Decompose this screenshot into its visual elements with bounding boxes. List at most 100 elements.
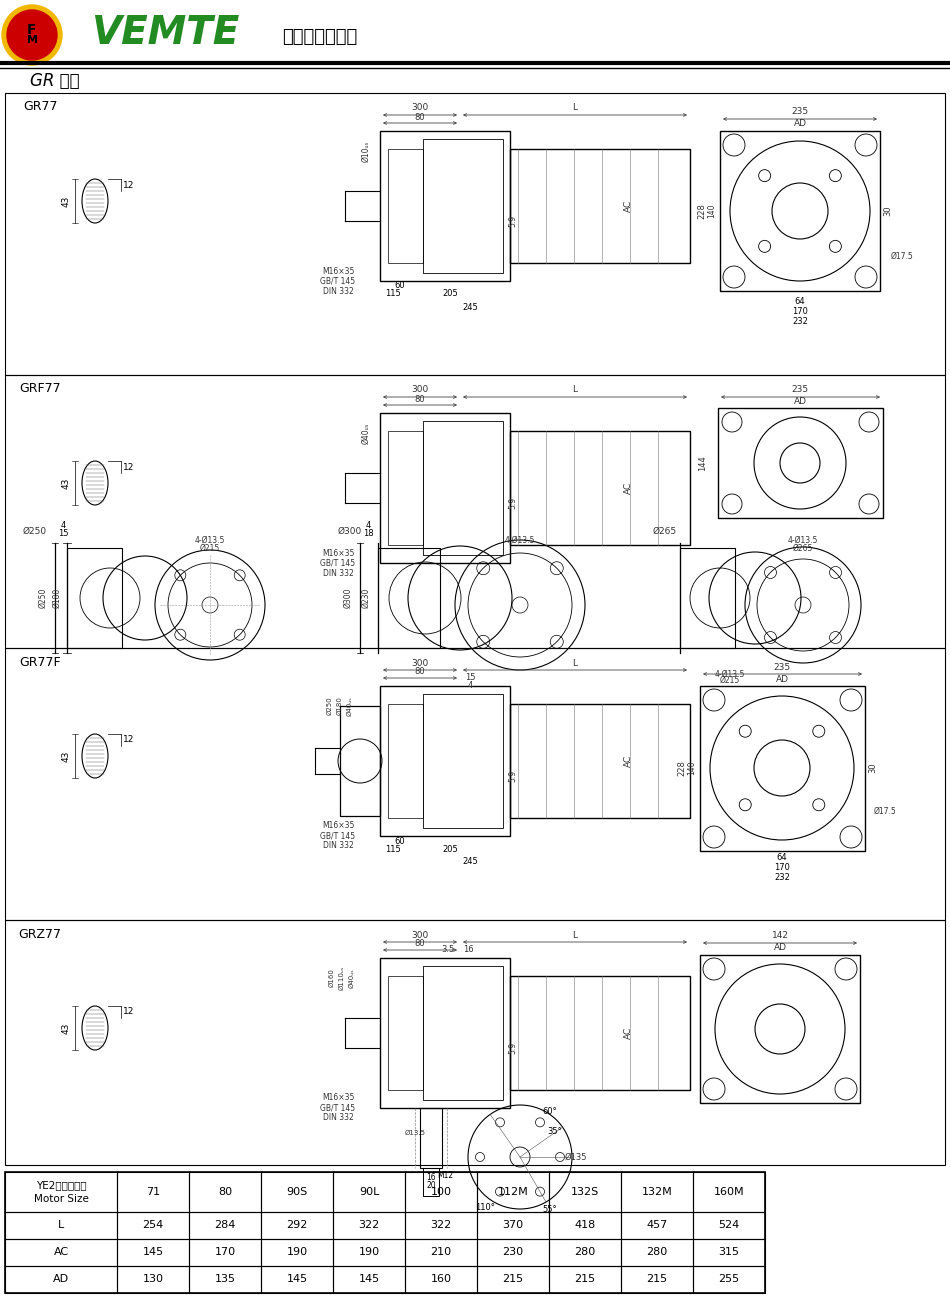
Text: AC: AC: [53, 1247, 68, 1257]
Text: AC: AC: [623, 482, 633, 494]
Bar: [405, 1239, 477, 1266]
Bar: [423, 966, 503, 1100]
Bar: [5, 1239, 117, 1266]
Text: 80: 80: [415, 112, 426, 122]
Bar: [333, 1266, 405, 1293]
Text: 18: 18: [363, 528, 373, 537]
Bar: [333, 1172, 405, 1212]
Text: AD: AD: [773, 944, 787, 953]
Text: 228: 228: [677, 761, 687, 776]
Text: GRZ77: GRZ77: [18, 928, 62, 941]
Text: M16×35: M16×35: [322, 822, 354, 830]
Text: 170: 170: [215, 1247, 236, 1257]
Text: M16×35: M16×35: [322, 267, 354, 276]
Text: Ø300: Ø300: [338, 527, 362, 536]
Bar: [189, 1212, 261, 1239]
Text: GR 系列: GR 系列: [30, 72, 80, 90]
Text: Ø40ᵤₛ: Ø40ᵤₛ: [349, 968, 355, 988]
Ellipse shape: [82, 461, 108, 505]
Bar: [549, 1239, 621, 1266]
Text: 280: 280: [646, 1247, 668, 1257]
Text: 228: 228: [697, 203, 707, 220]
Bar: [5, 648, 945, 920]
Text: 300: 300: [411, 386, 428, 395]
Text: 80: 80: [218, 1187, 232, 1197]
Bar: [405, 1212, 477, 1239]
Text: GB/T 145: GB/T 145: [320, 831, 355, 840]
Text: 4: 4: [61, 520, 66, 529]
Text: 15: 15: [465, 673, 475, 682]
Text: 100: 100: [430, 1187, 451, 1197]
Bar: [380, 413, 510, 563]
Text: 5.9: 5.9: [508, 214, 518, 227]
Bar: [720, 131, 880, 291]
Text: Ø250: Ø250: [39, 588, 48, 608]
Bar: [388, 149, 423, 263]
Text: 292: 292: [286, 1219, 308, 1230]
Text: 60°: 60°: [542, 1107, 558, 1116]
Text: 322: 322: [430, 1219, 451, 1230]
Bar: [621, 1172, 693, 1212]
Bar: [549, 1212, 621, 1239]
Ellipse shape: [82, 735, 108, 778]
Text: GB/T 145: GB/T 145: [320, 1103, 355, 1112]
Text: 80: 80: [415, 395, 426, 404]
Bar: [477, 1172, 549, 1212]
Text: 5.9: 5.9: [508, 497, 518, 508]
Bar: [718, 408, 883, 518]
Text: Ø40ᵤₛ: Ø40ᵤₛ: [347, 697, 353, 716]
Text: Ø300: Ø300: [344, 588, 352, 608]
Text: 16: 16: [427, 1174, 436, 1183]
Text: 4: 4: [366, 520, 370, 529]
Bar: [261, 1212, 333, 1239]
Text: 170: 170: [774, 864, 790, 873]
Bar: [700, 955, 860, 1103]
Text: 12: 12: [124, 463, 135, 472]
Text: 唯玛特减速电机: 唯玛特减速电机: [282, 27, 357, 46]
Text: YE2电机机座号: YE2电机机座号: [36, 1180, 86, 1189]
Text: 90L: 90L: [359, 1187, 379, 1197]
Text: 35°: 35°: [547, 1128, 562, 1137]
Text: 190: 190: [287, 1247, 308, 1257]
Text: AC: AC: [623, 1027, 633, 1039]
Text: 140: 140: [688, 761, 696, 775]
Text: 370: 370: [503, 1219, 523, 1230]
Text: 205: 205: [442, 289, 458, 298]
Bar: [261, 1172, 333, 1212]
Text: 230: 230: [503, 1247, 523, 1257]
Text: 160: 160: [430, 1274, 451, 1283]
Text: 115: 115: [385, 844, 401, 853]
Text: 232: 232: [774, 873, 790, 882]
Text: 90S: 90S: [286, 1187, 308, 1197]
Ellipse shape: [82, 1006, 108, 1050]
Bar: [380, 131, 510, 281]
Text: F: F: [28, 24, 37, 37]
Text: DIN 332: DIN 332: [323, 842, 353, 851]
Text: 300: 300: [411, 103, 428, 112]
Text: GR77: GR77: [23, 101, 57, 114]
Bar: [405, 1266, 477, 1293]
Bar: [693, 1266, 765, 1293]
Bar: [333, 1212, 405, 1239]
Text: 20: 20: [427, 1182, 436, 1191]
Text: 322: 322: [358, 1219, 380, 1230]
Bar: [405, 1172, 477, 1212]
Text: 4-Ø13.5: 4-Ø13.5: [788, 536, 818, 545]
Text: 140: 140: [708, 204, 716, 218]
Text: L: L: [58, 1219, 65, 1230]
Text: Ø135: Ø135: [564, 1153, 587, 1162]
Text: 43: 43: [62, 195, 70, 207]
Text: 160M: 160M: [713, 1187, 744, 1197]
Text: Motor Size: Motor Size: [33, 1195, 88, 1204]
Text: 64: 64: [795, 297, 806, 306]
Text: Ø180: Ø180: [52, 588, 62, 608]
Ellipse shape: [82, 179, 108, 223]
Text: 235: 235: [791, 386, 808, 395]
Text: AD: AD: [53, 1274, 69, 1283]
Bar: [5, 1212, 117, 1239]
Text: M: M: [27, 35, 37, 44]
Bar: [388, 704, 423, 818]
Bar: [333, 1239, 405, 1266]
Text: 232: 232: [792, 316, 808, 325]
Bar: [423, 694, 503, 829]
